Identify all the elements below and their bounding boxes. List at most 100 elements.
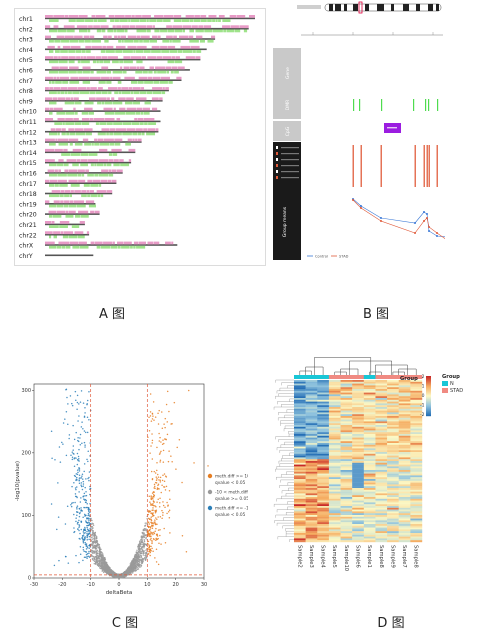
volcano-point: [82, 402, 85, 404]
heatmap-cell: [410, 450, 423, 453]
heatmap-cell: [410, 497, 423, 499]
density-block-green: [72, 163, 79, 167]
heatmap-cell: [387, 473, 399, 476]
volcano-point: [84, 486, 86, 489]
heatmap-cell: [340, 515, 353, 517]
density-block-green: [81, 111, 89, 115]
heatmap-cell: [363, 495, 376, 498]
heatmap-cell: [375, 383, 388, 386]
volcano-point: [156, 523, 158, 525]
heatmap-cell: [387, 515, 399, 517]
density-block-green: [167, 60, 175, 64]
heatmap-cell: [305, 416, 318, 418]
density-block-pink: [173, 15, 182, 18]
heatmap-cell: [328, 396, 341, 399]
heatmap-cell: [375, 419, 388, 422]
density-block-green: [74, 122, 82, 125]
density-block-pink: [73, 118, 79, 121]
heatmap-cell: [375, 439, 388, 442]
volcano-point: [92, 555, 94, 558]
heatmap-cell: [387, 430, 399, 433]
heatmap-cell: [410, 471, 423, 474]
density-block-pink: [200, 15, 207, 18]
volcano-point: [155, 538, 158, 540]
heatmap-cell: [352, 381, 365, 384]
density-block-green: [80, 214, 89, 218]
volcano-point: [89, 511, 91, 514]
volcano-point: [145, 556, 148, 558]
density-block-pink: [108, 87, 118, 90]
volcano-point: [84, 444, 86, 446]
heatmap-cell: [305, 531, 318, 534]
heatmap-cell: [340, 387, 353, 390]
heatmap-cell: [328, 482, 341, 485]
volcano-point: [150, 519, 153, 522]
heatmap-cell: [294, 446, 306, 449]
volcano-point: [126, 572, 128, 575]
heatmap-cell: [410, 396, 423, 399]
color-scale-segment: [426, 408, 431, 410]
heatmap-cell: [328, 515, 341, 517]
heatmap-cell: [317, 489, 330, 492]
volcano-point: [166, 512, 168, 515]
heatmap-cell: [352, 410, 365, 413]
volcano-point: [153, 532, 156, 535]
heatmap-cell: [363, 462, 376, 465]
heatmap-cell: [317, 450, 330, 453]
heatmap-cell: [387, 389, 399, 391]
density-block-pink: [176, 76, 182, 80]
ideogram-bar: [45, 38, 216, 40]
density-block-pink: [83, 128, 93, 132]
color-scale-tick: -2: [420, 412, 425, 418]
heatmap-cell: [363, 399, 376, 402]
density-block-pink: [108, 35, 112, 39]
heatmap-cell: [363, 489, 376, 492]
track-header-dark: [273, 142, 301, 260]
heatmap-cell: [410, 434, 423, 436]
heatmap-cell: [352, 432, 365, 435]
heatmap-cell: [294, 441, 306, 444]
density-block-green: [96, 245, 101, 249]
heatmap-cell: [363, 450, 376, 453]
volcano-point: [89, 487, 92, 490]
heatmap-cell: [352, 520, 365, 523]
volcano-point: [156, 518, 158, 520]
density-block-pink: [128, 159, 132, 162]
heatmap-cell: [363, 511, 376, 514]
heatmap-cell: [328, 380, 341, 382]
density-block-green: [68, 91, 72, 95]
heatmap-cell: [375, 540, 388, 543]
volcano-point: [133, 564, 136, 567]
density-block-green: [133, 101, 141, 105]
density-block-pink: [171, 66, 178, 70]
heatmap-cell: [410, 455, 423, 458]
heatmap-cell: [317, 459, 330, 462]
density-block-green: [146, 19, 149, 22]
heatmap-cell: [375, 446, 388, 449]
volcano-point: [170, 423, 172, 425]
heatmap-cell: [317, 477, 330, 480]
heatmap-cell: [363, 390, 376, 393]
volcano-plot-svg: -30 -20 -10 0 10 20 300100200300deltaBeta-log1…: [15, 383, 248, 596]
density-block-green: [115, 111, 125, 115]
volcano-point: [78, 526, 80, 528]
heatmap-cell: [328, 468, 341, 471]
heatmap-cell: [305, 506, 318, 508]
density-block-pink: [116, 118, 121, 121]
heatmap-cell: [398, 475, 411, 478]
heatmap-cell: [352, 531, 365, 534]
volcano-point: [157, 476, 160, 478]
color-scale-segment: [426, 409, 431, 411]
heatmap-cell: [305, 500, 318, 503]
volcano-point: [81, 478, 84, 480]
volcano-point: [95, 548, 98, 550]
heatmap-cell: [375, 401, 388, 404]
density-block-pink: [81, 118, 90, 121]
volcano-point: [62, 422, 65, 424]
volcano-point: [104, 558, 106, 561]
track-header: [273, 121, 301, 141]
heatmap-cell: [363, 464, 376, 467]
density-block-pink: [51, 190, 61, 193]
methylation-column: [380, 145, 382, 187]
heatmap-cell: [317, 470, 330, 472]
